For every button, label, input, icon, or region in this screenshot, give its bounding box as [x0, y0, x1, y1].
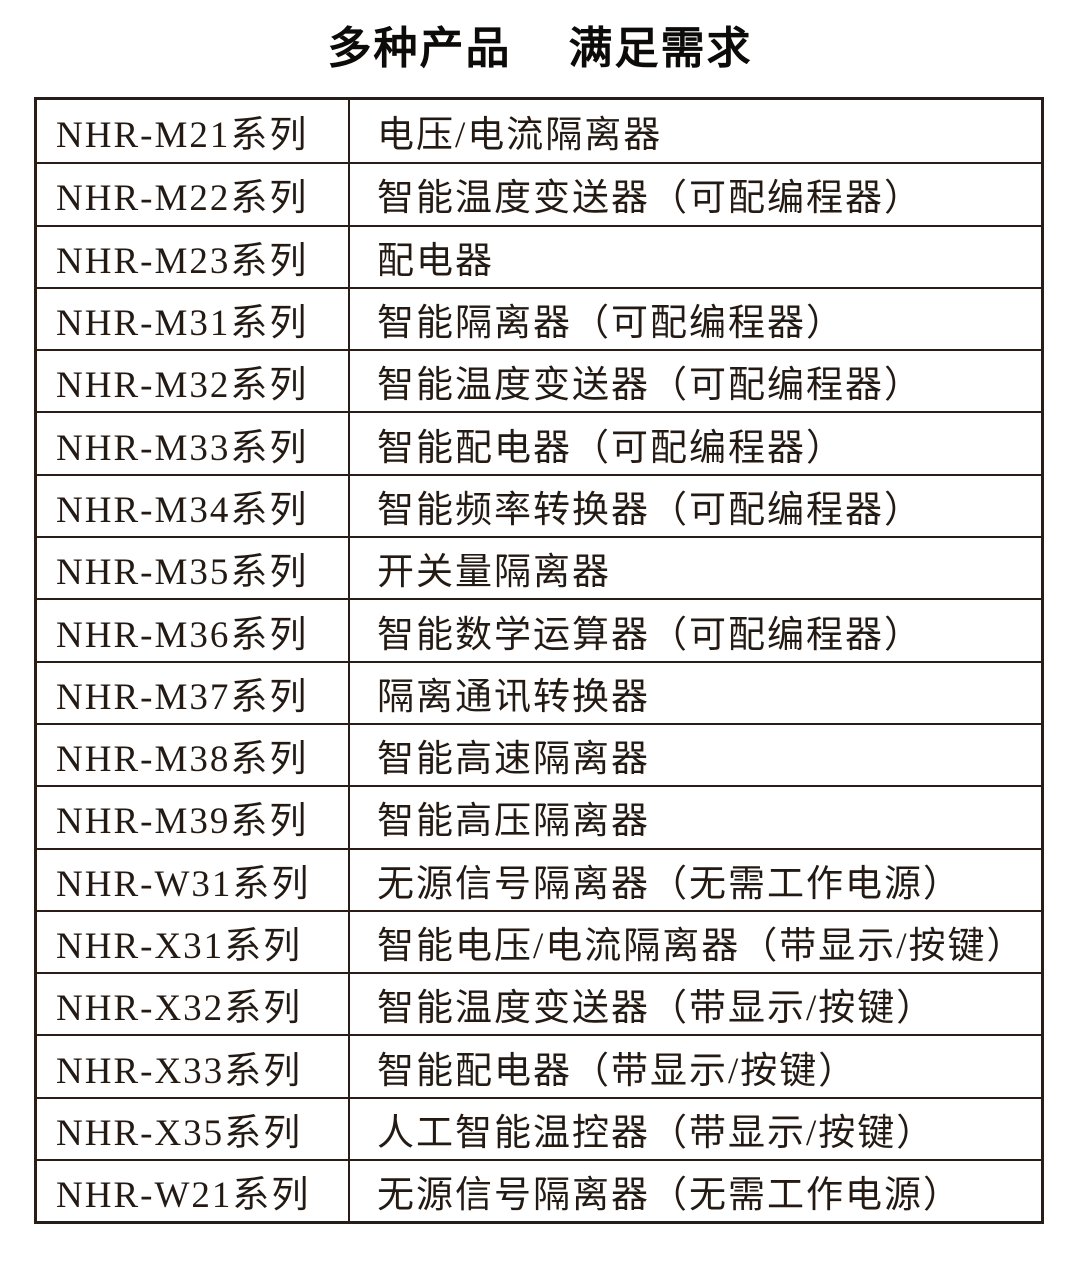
description-cell: 智能隔离器（可配编程器）	[377, 303, 845, 345]
description-cell: 智能电压/电流隔离器（带显示/按键）	[377, 926, 1026, 967]
description-cell: 智能数学运算器（可配编程器）	[377, 614, 923, 656]
series-cell: NHR-M38系列	[37, 724, 350, 786]
table-row: NHR-X32系列 智能温度变送器（带显示/按键）	[37, 972, 1041, 1035]
table-row: NHR-M37系列 隔离通讯转换器	[37, 660, 1041, 723]
table-row: NHR-M36系列 智能数学运算器（可配编程器）	[37, 598, 1041, 661]
table-row: NHR-M39系列 智能高压隔离器	[37, 785, 1041, 848]
description-cell: 无源信号隔离器（无需工作电源）	[377, 863, 962, 905]
table-row: NHR-W21系列 无源信号隔离器（无需工作电源）	[37, 1159, 1041, 1222]
series-cell: NHR-M37系列	[37, 662, 350, 723]
description-cell: 开关量隔离器	[377, 552, 611, 594]
series-cell: NHR-W31系列	[37, 849, 350, 910]
series-cell: NHR-W21系列	[37, 1161, 350, 1222]
table-row: NHR-M34系列 智能频率转换器（可配编程器）	[37, 473, 1041, 537]
series-cell: NHR-M35系列	[37, 538, 350, 599]
description-cell: 智能频率转换器（可配编程器）	[377, 489, 923, 531]
table-row: NHR-M33系列 智能配电器（可配编程器）	[37, 411, 1041, 474]
description-cell: 电压/电流隔离器	[377, 115, 663, 157]
table-row: NHR-M21系列 电压/电流隔离器	[37, 100, 1041, 163]
description-cell: 配电器	[377, 240, 494, 282]
series-cell: NHR-X32系列	[37, 974, 350, 1035]
description-cell: 无源信号隔离器（无需工作电源）	[377, 1175, 962, 1217]
product-series-table: NHR-M21系列 电压/电流隔离器 NHR-M22系列 智能温度变送器（可配编…	[34, 97, 1044, 1225]
series-cell: NHR-X35系列	[37, 1098, 350, 1160]
table-row: NHR-W31系列 无源信号隔离器（无需工作电源）	[37, 847, 1041, 910]
description-cell: 隔离通讯转换器	[377, 676, 650, 718]
series-cell: NHR-M31系列	[37, 288, 350, 350]
table-row: NHR-M22系列 智能温度变送器（可配编程器）	[37, 162, 1041, 225]
series-cell: NHR-M23系列	[37, 226, 350, 287]
series-cell: NHR-M33系列	[37, 413, 350, 474]
series-cell: NHR-M36系列	[37, 600, 350, 661]
page-title-right: 满足需求	[568, 24, 753, 73]
page-title-left: 多种产品	[327, 24, 512, 73]
table-row: NHR-M31系列 智能隔离器（可配编程器）	[37, 286, 1041, 350]
description-cell: 智能高压隔离器	[377, 801, 650, 843]
description-cell: 智能温度变送器（可配编程器）	[377, 178, 923, 220]
page-title: 多种产品 满足需求	[0, 24, 1080, 75]
series-cell: NHR-X33系列	[37, 1036, 350, 1097]
table-row: NHR-M23系列 配电器	[37, 224, 1041, 287]
description-cell: 智能配电器（带显示/按键）	[377, 1050, 858, 1092]
table-row: NHR-X33系列 智能配电器（带显示/按键）	[37, 1034, 1041, 1097]
series-cell: NHR-M21系列	[37, 100, 350, 163]
table-row: NHR-M38系列 智能高速隔离器	[37, 722, 1041, 786]
description-cell: 智能温度变送器（可配编程器）	[377, 365, 923, 407]
description-cell: 智能温度变送器（带显示/按键）	[377, 988, 936, 1030]
table-row: NHR-X35系列 人工智能温控器（带显示/按键）	[37, 1096, 1041, 1160]
table-row: NHR-M35系列 开关量隔离器	[37, 536, 1041, 599]
table-row: NHR-X31系列 智能电压/电流隔离器（带显示/按键）	[37, 909, 1041, 973]
description-cell: 智能高速隔离器	[377, 739, 650, 781]
series-cell: NHR-X31系列	[37, 911, 350, 973]
series-cell: NHR-M32系列	[37, 351, 350, 412]
series-cell: NHR-M34系列	[37, 475, 350, 537]
series-cell: NHR-M39系列	[37, 787, 350, 848]
description-cell: 人工智能温控器（带显示/按键）	[377, 1112, 936, 1154]
description-cell: 智能配电器（可配编程器）	[377, 427, 845, 469]
series-cell: NHR-M22系列	[37, 164, 350, 225]
table-row: NHR-M32系列 智能温度变送器（可配编程器）	[37, 349, 1041, 412]
